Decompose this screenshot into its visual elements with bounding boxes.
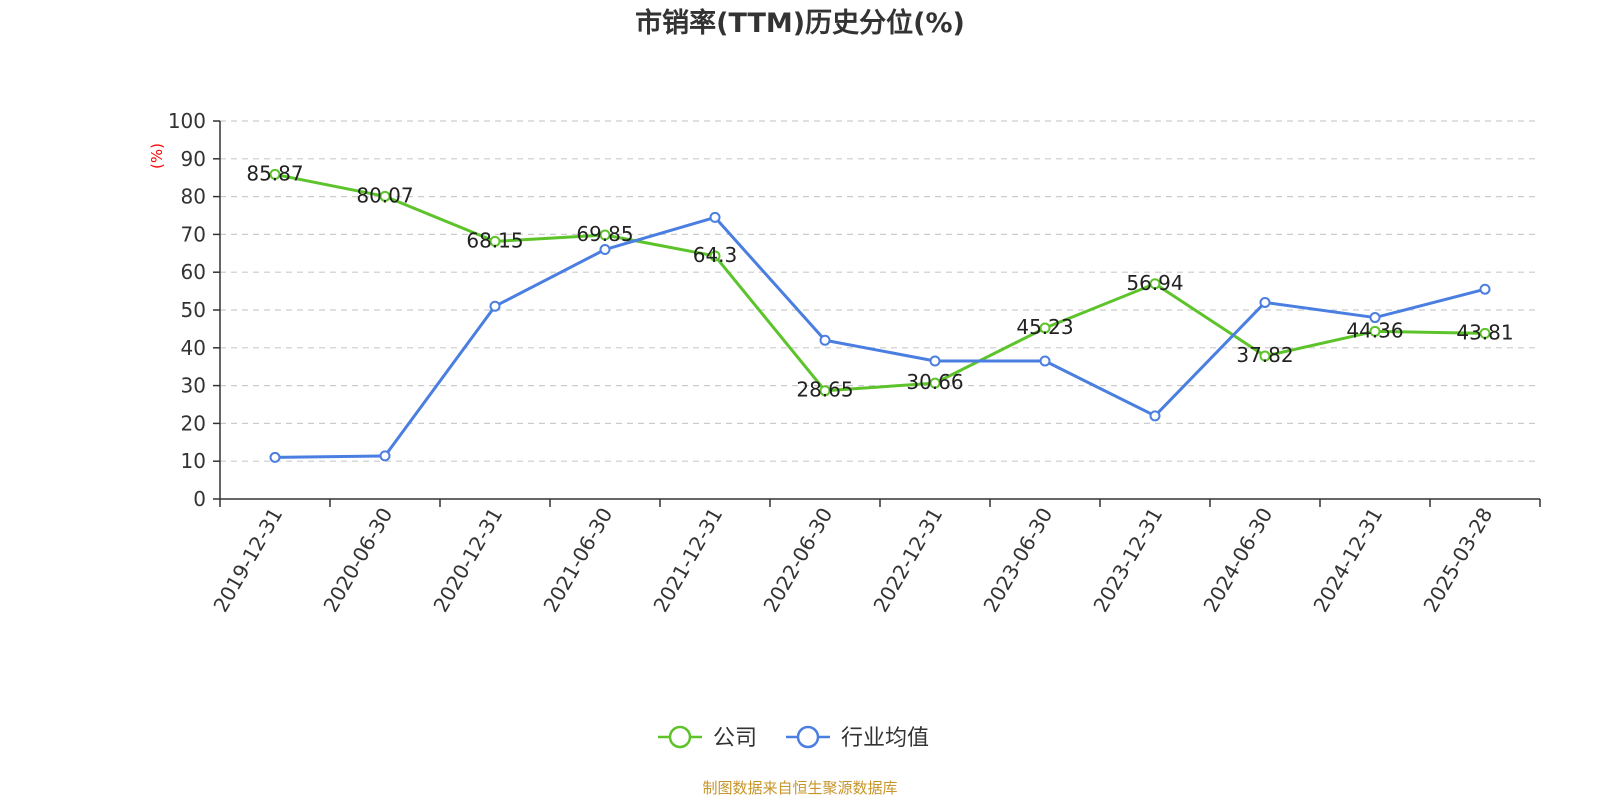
data-point-industry-average[interactable] [709, 211, 721, 223]
y-tick-label: 10 [181, 449, 206, 473]
data-point-industry-average[interactable] [489, 300, 501, 312]
x-tick-label: 2022-12-31 [868, 504, 947, 617]
grid-lines [220, 120, 1540, 462]
data-point-company[interactable] [929, 377, 941, 389]
data-point-industry-average[interactable] [819, 334, 831, 346]
y-tick-label: 100 [168, 109, 206, 133]
data-label: 37.82 [1236, 343, 1293, 367]
data-point-company[interactable] [1149, 278, 1161, 290]
series-line-company [274, 172, 1486, 393]
y-axis: 0 10 20 30 40 50 60 70 80 90 100 [168, 109, 221, 511]
chart-title: 市销率(TTM)历史分位(%) [635, 7, 965, 39]
x-tick-label: 2020-12-31 [428, 504, 507, 617]
data-point-company[interactable] [599, 229, 611, 241]
data-point-industry-average[interactable] [599, 244, 611, 256]
y-tick-label: 80 [181, 185, 206, 209]
series-line-industry-average [274, 215, 1486, 459]
y-tick-label: 40 [181, 336, 206, 360]
data-label: 80.07 [356, 183, 413, 207]
x-tick-label: 2020-06-30 [318, 504, 397, 617]
data-label: 64.3 [693, 243, 738, 267]
data-point-industry-average[interactable] [269, 451, 281, 463]
data-point-industry-average[interactable] [1479, 283, 1491, 295]
y-tick-label: 30 [181, 374, 206, 398]
y-tick-label: 70 [181, 222, 206, 246]
legend-item-industry-average[interactable]: 行业均值 [786, 725, 929, 751]
data-label: 69.85 [576, 222, 633, 246]
data-point-industry-average[interactable] [1149, 410, 1161, 422]
legend-industry-average-label: 行业均值 [841, 726, 929, 751]
data-point-company[interactable] [709, 250, 721, 262]
x-tick-label: 2019-12-31 [208, 504, 287, 617]
data-point-company[interactable] [1039, 322, 1051, 334]
y-tick-label: 60 [181, 260, 206, 284]
x-axis: 2019-12-31 2020-06-30 2020-12-31 2021-06-30… [208, 498, 1541, 617]
y-tick-label: 90 [181, 147, 206, 171]
data-point-company[interactable] [489, 235, 501, 247]
data-label: 68.15 [466, 228, 523, 252]
data-point-company[interactable] [269, 168, 281, 180]
x-tick-label: 2023-12-31 [1088, 504, 1167, 617]
x-tick-label: 2024-12-31 [1308, 504, 1387, 617]
x-tick-label: 2021-12-31 [648, 504, 727, 617]
y-tick-label: 50 [181, 298, 206, 322]
x-tick-label: 2021-06-30 [538, 504, 617, 617]
data-label: 28.65 [796, 378, 853, 402]
legend: 公司 行业均值 [658, 725, 929, 751]
x-tick-label: 2023-06-30 [978, 504, 1057, 617]
data-label: 56.94 [1126, 271, 1183, 295]
legend-company-swatch-icon [668, 725, 692, 749]
data-point-industry-average[interactable] [379, 450, 391, 462]
data-point-industry-average[interactable] [1259, 296, 1271, 308]
data-label: 43.81 [1456, 320, 1513, 344]
data-labels: 85.87 80.07 68.15 69.85 64.3 28.65 30.66 45.23 5… [246, 161, 1513, 401]
x-tick-label: 2025-03-28 [1418, 504, 1497, 617]
data-label: 85.87 [246, 161, 303, 185]
data-point-industry-average[interactable] [1369, 312, 1381, 324]
data-label: 30.66 [906, 370, 963, 394]
legend-industry-swatch-icon [796, 725, 820, 749]
data-point-industry-average[interactable] [929, 355, 941, 367]
data-point-industry-average[interactable] [1039, 355, 1051, 367]
source-note: 制图数据来自恒生聚源数据库 [702, 779, 897, 797]
data-point-company[interactable] [1259, 350, 1271, 362]
data-point-company[interactable] [1369, 325, 1381, 337]
x-tick-label: 2024-06-30 [1198, 504, 1277, 617]
data-label: 44.36 [1346, 318, 1403, 342]
data-point-company[interactable] [819, 385, 831, 397]
x-tick-label: 2022-06-30 [758, 504, 837, 617]
data-label: 45.23 [1016, 315, 1073, 339]
legend-item-company[interactable]: 公司 [658, 725, 757, 751]
data-point-company[interactable] [379, 190, 391, 202]
series-lines [269, 168, 1491, 463]
y-axis-unit-label: (%) [148, 143, 166, 169]
y-tick-label: 20 [181, 411, 206, 435]
y-tick-label: 0 [193, 487, 206, 511]
legend-company-label: 公司 [713, 726, 757, 751]
data-point-company[interactable] [1479, 327, 1491, 339]
